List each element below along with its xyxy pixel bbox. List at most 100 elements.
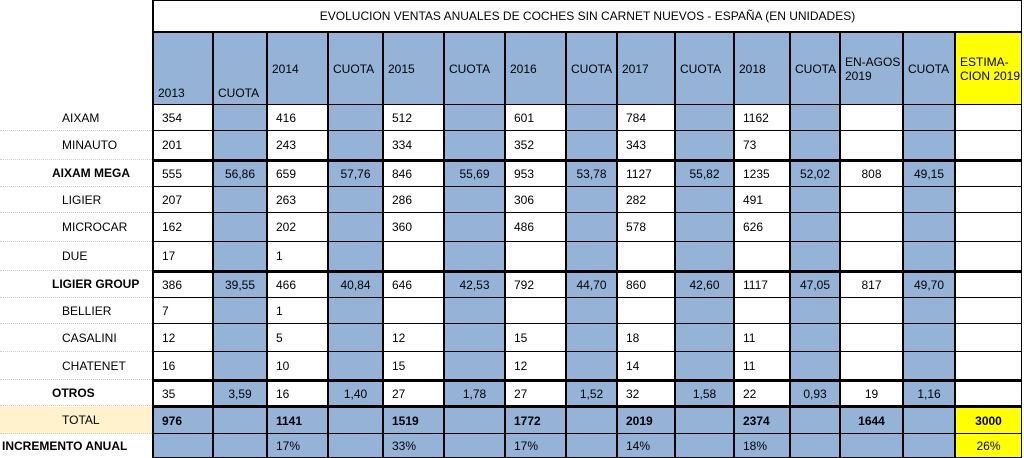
cell: 52,02 [790, 160, 840, 187]
cell [840, 242, 903, 271]
column-header: CUOTA [328, 32, 383, 105]
cell: 15 [505, 324, 566, 352]
header-text: 2016 [510, 61, 537, 76]
cell: 18 [617, 324, 675, 352]
row-label: DUE [0, 242, 152, 271]
header-text: 2019 [845, 68, 872, 83]
cell [505, 242, 566, 271]
cell: 19 [840, 380, 903, 406]
cell-value: 49,70 [913, 278, 945, 292]
cell [675, 298, 734, 324]
cell: 306 [505, 187, 566, 213]
header-text: ESTIMA- [960, 54, 1009, 69]
cell [734, 298, 790, 324]
cell [955, 324, 1022, 352]
cell: 5 [267, 324, 328, 352]
cell: 27 [505, 380, 566, 406]
cell-value: 1,78 [462, 386, 487, 401]
cell-value: 18 [626, 330, 640, 345]
cell [328, 324, 383, 352]
cell-value: 55,69 [459, 167, 490, 181]
cell [444, 242, 505, 271]
cell [383, 298, 444, 324]
cell: 11 [734, 324, 790, 352]
cell: 1141 [267, 406, 328, 434]
cell: 352 [505, 131, 566, 160]
cell [840, 213, 903, 242]
cell: 47,05 [790, 271, 840, 298]
cell-value: 466 [276, 278, 297, 292]
cell: 12 [505, 352, 566, 380]
cell: 33% [383, 434, 444, 458]
cell-value: 42,60 [689, 278, 720, 292]
column-header: CUOTA [675, 32, 734, 105]
cell [444, 324, 505, 352]
cell-value: 1162 [743, 110, 769, 125]
cell [213, 434, 267, 458]
cell [444, 298, 505, 324]
cell-value: 808 [861, 167, 882, 181]
cell: 578 [617, 213, 675, 242]
cell [444, 105, 505, 131]
label: MINAUTO [62, 138, 118, 152]
cell-value: 40,84 [340, 278, 371, 292]
cell [840, 298, 903, 324]
cell [903, 213, 955, 242]
cell: 17% [505, 434, 566, 458]
cell [790, 324, 840, 352]
cell [213, 298, 267, 324]
column-header: CUOTA [213, 32, 267, 105]
label: INCREMENTO ANUAL [2, 439, 128, 453]
cell [213, 131, 267, 160]
cell [566, 105, 617, 131]
cell-value: 207 [162, 192, 183, 207]
cell [152, 434, 213, 458]
cell [790, 406, 840, 434]
cell: 1,78 [444, 380, 505, 406]
cell [444, 352, 505, 380]
header-text: CUOTA [571, 61, 613, 76]
cell [675, 324, 734, 352]
cell-value: 18% [743, 438, 768, 453]
cell-value: 601 [514, 110, 535, 125]
cell [213, 105, 267, 131]
cell-value: 286 [392, 192, 413, 207]
cell [903, 434, 955, 458]
cell-value: 56,86 [224, 167, 256, 181]
cell [328, 131, 383, 160]
cell: 1127 [617, 160, 675, 187]
cell [955, 271, 1022, 298]
cell [790, 434, 840, 458]
row-label: AIXAM MEGA [0, 160, 152, 187]
cell: 26% [955, 434, 1022, 458]
cell [840, 187, 903, 213]
cell-value: 1644 [858, 413, 885, 428]
cell: 1,58 [675, 380, 734, 406]
cell [566, 406, 617, 434]
cell-value: 27 [392, 386, 406, 401]
cell [955, 380, 1022, 406]
cell-value: 26% [976, 438, 1001, 453]
cell: 3000 [955, 406, 1022, 434]
column-header: EN-AGOS 2019 [840, 32, 903, 105]
cell-value: 32 [626, 386, 640, 401]
cell-value: 486 [514, 220, 535, 234]
cell-value: 626 [743, 220, 764, 234]
cell [790, 298, 840, 324]
row-label: MICROCAR [0, 213, 152, 242]
cell-value: 44,70 [576, 278, 607, 292]
column-header: CUOTA [903, 32, 955, 105]
cell [903, 242, 955, 271]
cell [903, 105, 955, 131]
cell [328, 242, 383, 271]
cell: 22 [734, 380, 790, 406]
cell: 486 [505, 213, 566, 242]
column-header: CUOTA [566, 32, 617, 105]
cell: 14 [617, 352, 675, 380]
cell: 55,69 [444, 160, 505, 187]
cell [328, 187, 383, 213]
cell-value: 15 [392, 358, 406, 373]
cell [444, 131, 505, 160]
cell [328, 434, 383, 458]
cell-value: 42,53 [459, 278, 490, 292]
